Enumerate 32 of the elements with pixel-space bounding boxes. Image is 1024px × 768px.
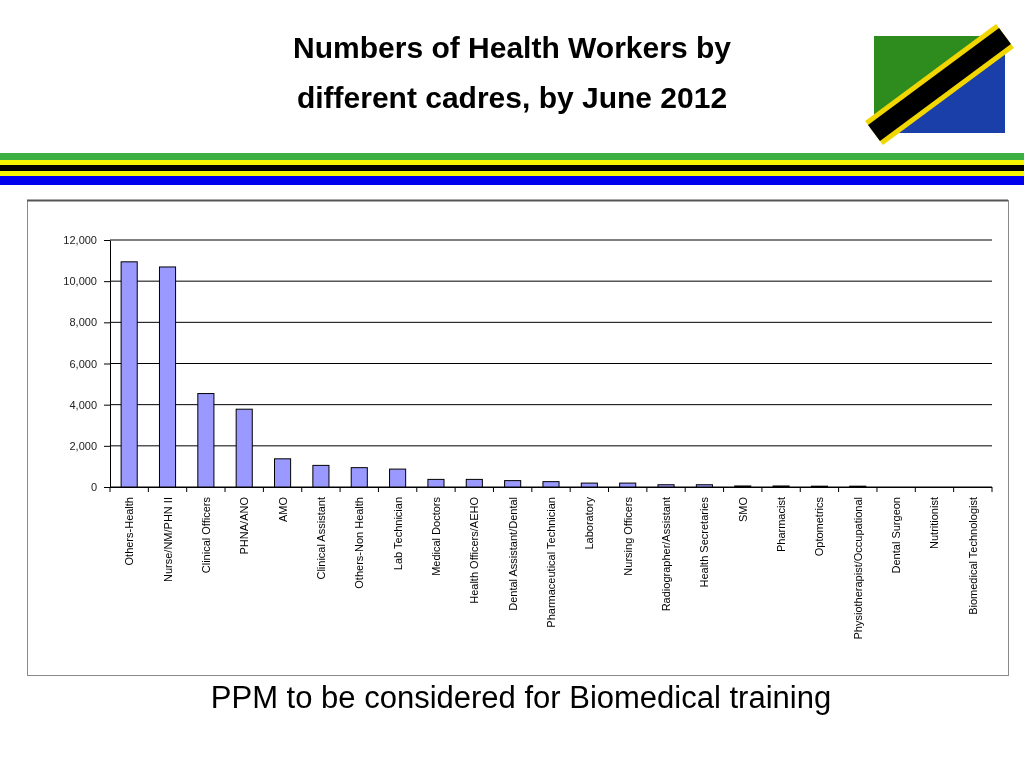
chart-title: Numbers of Health Workers by different cadres, by June 2012 [293, 31, 732, 114]
y-tick-label: 10,000 [63, 275, 97, 288]
x-tick-label: AMO [276, 496, 289, 523]
x-tick-label: Clinical Assistant [314, 497, 327, 580]
x-tick-label: Nurse/NM/PHN II [161, 497, 174, 582]
x-tick-label: PHNA/ANO [238, 496, 251, 555]
x-tick-label: Others-Health [123, 497, 136, 566]
x-tick-label: SMO [736, 496, 749, 523]
x-tick-label: Laboratory [583, 496, 596, 550]
x-tick-label: Optometrics [813, 496, 826, 557]
x-tick-label: Nutritionist [928, 497, 941, 549]
y-tick-label: 8,000 [69, 316, 97, 329]
x-tick-label: Medical Doctors [429, 496, 442, 576]
y-tick-label: 2,000 [69, 439, 97, 452]
x-tick-label: Nursing Officers [621, 496, 634, 576]
y-tick-label: 0 [90, 481, 97, 494]
x-tick-label: Pharmaceutical Technician [545, 497, 557, 628]
x-tick-label: Dental Assistant/Dental [506, 497, 519, 611]
y-tick-label: 6,000 [69, 357, 97, 370]
x-tick-label: Radiographer/Assistant [660, 497, 673, 612]
x-tick-label: Health Officers/AEHO [468, 496, 481, 604]
text: PPM to be considered for Biomedical training [210, 680, 832, 715]
x-tick-label: Others-Non Health [353, 497, 366, 589]
y-tick-label: 4,000 [69, 398, 97, 411]
y-tick-label: 12,000 [63, 234, 97, 247]
x-tick-label: Lab Technician [391, 497, 404, 571]
x-tick-label: Pharmacist [775, 497, 788, 553]
x-tick-label: Clinical Officers [199, 496, 212, 574]
x-tick-label: Physiotherapist/Occupational [851, 497, 864, 640]
x-tick-label: Dental Surgeon [890, 497, 903, 574]
x-tick-label: Biomedical Technologist [966, 497, 979, 615]
x-tick-label: Health Secretaries [698, 496, 711, 588]
